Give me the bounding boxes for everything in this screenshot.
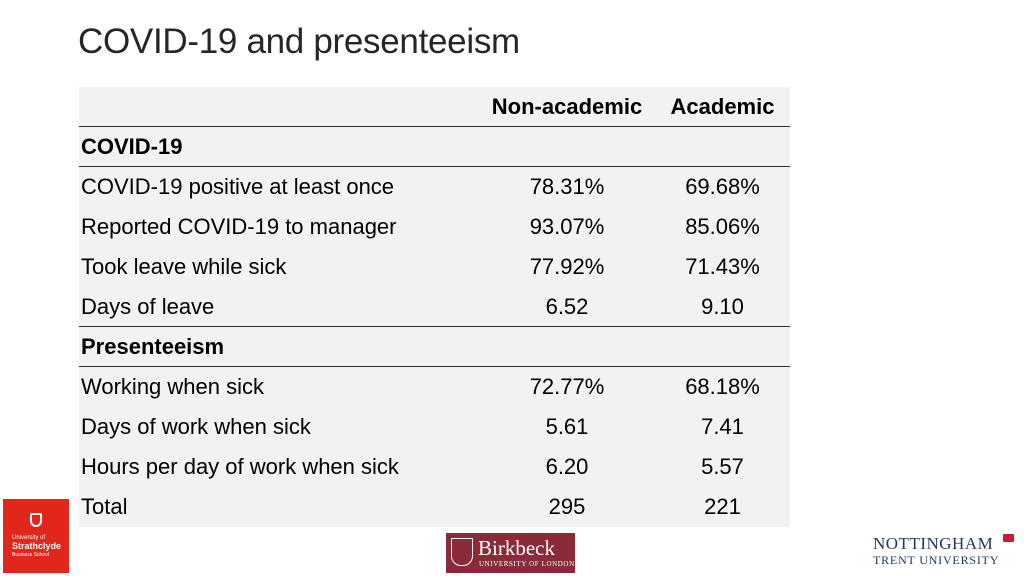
academic-value: 85.06% bbox=[685, 214, 760, 239]
row-label: COVID-19 positive at least once bbox=[81, 174, 395, 199]
section-presenteeism: Presenteeism bbox=[79, 327, 790, 367]
academic-value: 221 bbox=[704, 494, 741, 519]
section-label: Presenteeism bbox=[81, 334, 225, 359]
birkbeck-sub: UNIVERSITY OF LONDON bbox=[479, 560, 575, 568]
strathclyde-line3: Business School bbox=[12, 552, 49, 558]
table-row: Hours per day of work when sick 6.20 5.5… bbox=[79, 447, 790, 487]
birkbeck-logo: Birkbeck UNIVERSITY OF LONDON bbox=[446, 533, 575, 573]
academic-value: 69.68% bbox=[685, 174, 760, 199]
non-academic-value: 6.20 bbox=[545, 454, 589, 479]
row-label: Reported COVID-19 to manager bbox=[81, 214, 397, 239]
table-row: COVID-19 positive at least once 78.31% 6… bbox=[79, 167, 790, 207]
results-table: Non-academic Academic COVID-19 COVID-19 … bbox=[79, 87, 790, 527]
non-academic-value: 295 bbox=[548, 494, 586, 519]
ntu-mark-icon bbox=[1003, 534, 1014, 542]
strathclyde-crest-icon bbox=[30, 513, 42, 527]
ntu-line2: TRENT UNIVERSITY bbox=[873, 553, 1000, 567]
non-academic-value: 93.07% bbox=[529, 214, 605, 239]
row-label: Total bbox=[81, 494, 128, 519]
birkbeck-name: Birkbeck bbox=[478, 536, 555, 560]
table-row: Days of leave 6.52 9.10 bbox=[79, 287, 790, 327]
academic-value: 71.43% bbox=[685, 254, 760, 279]
section-covid: COVID-19 bbox=[79, 127, 790, 167]
row-label: Days of leave bbox=[81, 294, 215, 319]
row-label: Took leave while sick bbox=[81, 254, 287, 279]
table-row: Took leave while sick 77.92% 71.43% bbox=[79, 247, 790, 287]
table-row: Days of work when sick 5.61 7.41 bbox=[79, 407, 790, 447]
non-academic-value: 78.31% bbox=[529, 174, 605, 199]
row-label: Days of work when sick bbox=[81, 414, 311, 439]
ntu-logo: NOTTINGHAM TRENT UNIVERSITY bbox=[873, 534, 1018, 570]
table-header-row: Non-academic Academic bbox=[79, 87, 790, 127]
strathclyde-logo: University of Strathclyde Business Schoo… bbox=[3, 499, 69, 573]
non-academic-value: 77.92% bbox=[529, 254, 605, 279]
birkbeck-shield-icon bbox=[451, 538, 473, 566]
academic-value: 9.10 bbox=[701, 294, 744, 319]
academic-value: 7.41 bbox=[701, 414, 744, 439]
slide-title: COVID-19 and presenteeism bbox=[78, 22, 520, 61]
non-academic-value: 72.77% bbox=[529, 374, 605, 399]
table-row: Working when sick 72.77% 68.18% bbox=[79, 367, 790, 407]
table-row: Reported COVID-19 to manager 93.07% 85.0… bbox=[79, 207, 790, 247]
ntu-line1: NOTTINGHAM bbox=[873, 534, 994, 553]
header-academic: Academic bbox=[670, 94, 775, 119]
section-label: COVID-19 bbox=[81, 134, 183, 159]
academic-value: 68.18% bbox=[685, 374, 760, 399]
academic-value: 5.57 bbox=[701, 454, 744, 479]
strathclyde-line1: University of bbox=[12, 535, 46, 541]
row-label: Working when sick bbox=[81, 374, 264, 399]
row-label: Hours per day of work when sick bbox=[81, 454, 399, 479]
strathclyde-line2: Strathclyde bbox=[12, 541, 62, 551]
non-academic-value: 5.61 bbox=[545, 414, 589, 439]
header-non-academic: Non-academic bbox=[491, 94, 643, 119]
non-academic-value: 6.52 bbox=[545, 294, 589, 319]
table-row: Total 295 221 bbox=[79, 487, 790, 527]
